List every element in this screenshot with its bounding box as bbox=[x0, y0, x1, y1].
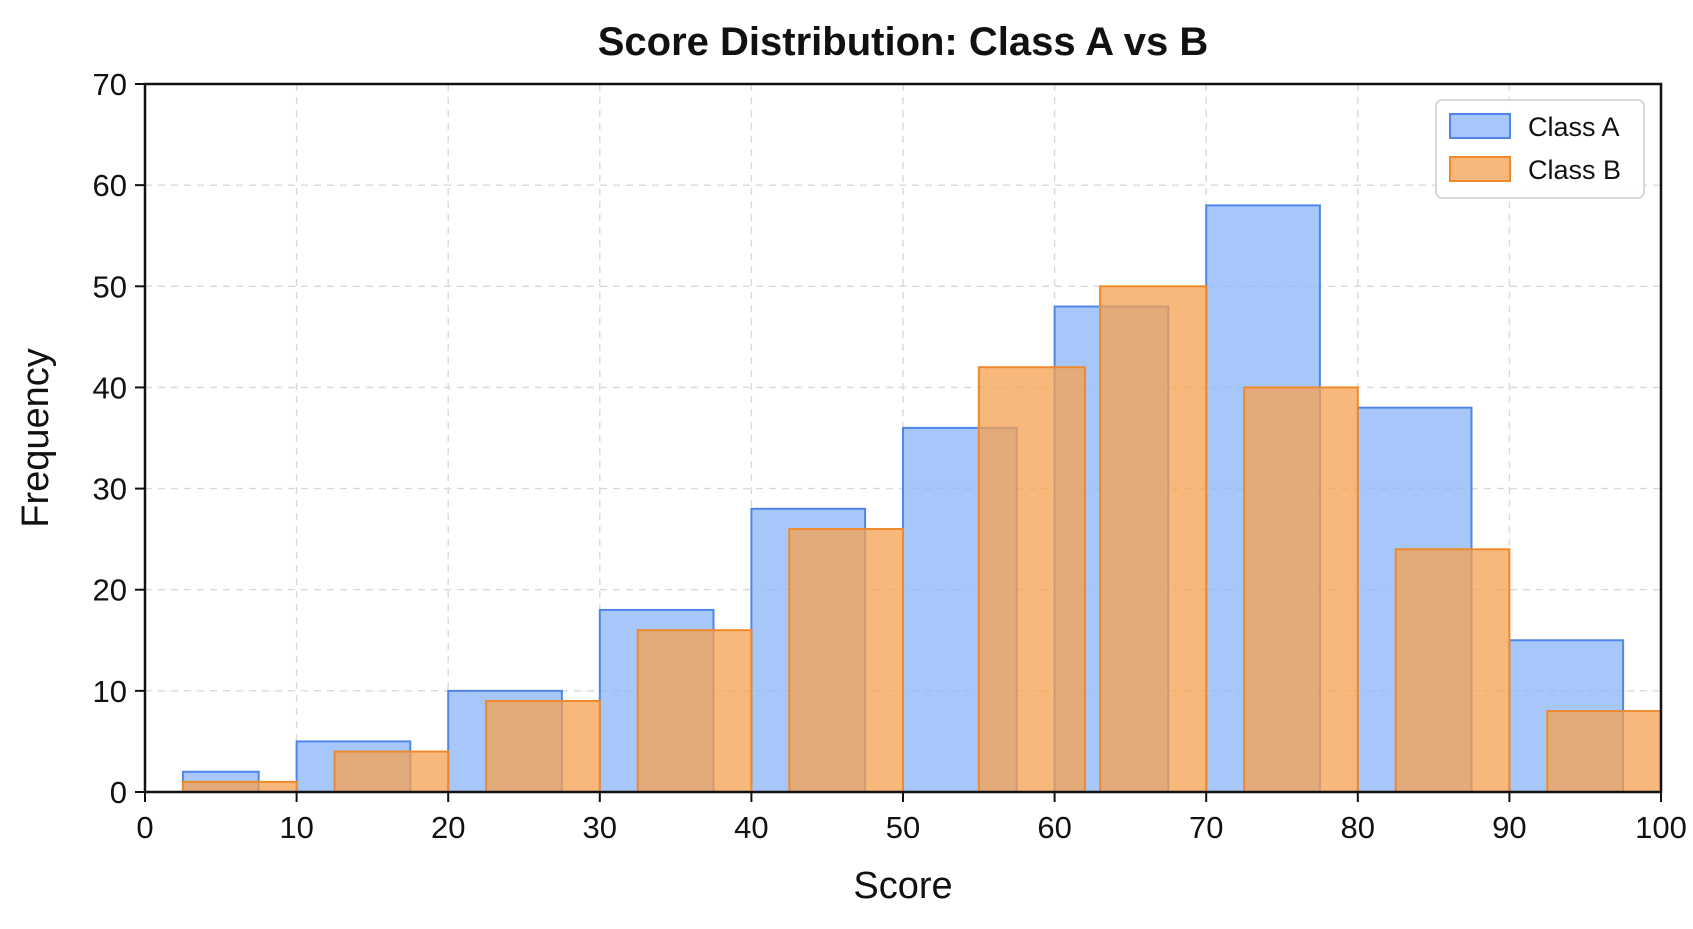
x-tick-label: 90 bbox=[1492, 810, 1526, 845]
bar-class-b bbox=[1099, 285, 1208, 793]
y-tick-label: 60 bbox=[93, 168, 127, 203]
x-axis-label: Score bbox=[853, 865, 952, 907]
chart-title: Score Distribution: Class A vs B bbox=[598, 20, 1209, 64]
x-tick-label: 40 bbox=[734, 810, 768, 845]
bar-class-b bbox=[636, 629, 753, 794]
x-tick-label: 60 bbox=[1037, 810, 1071, 845]
x-tick-label: 80 bbox=[1341, 810, 1375, 845]
bar-class-b bbox=[977, 366, 1086, 793]
x-tick-label: 30 bbox=[583, 810, 617, 845]
bars-layer bbox=[181, 204, 1663, 794]
legend-label: Class B bbox=[1528, 155, 1621, 185]
bar-class-b bbox=[181, 780, 298, 794]
bar-class-b bbox=[333, 750, 450, 793]
y-axis-label: Frequency bbox=[15, 348, 57, 528]
legend: Class A Class B bbox=[1435, 99, 1645, 199]
bar-class-b bbox=[1546, 710, 1663, 793]
x-tick-label: 20 bbox=[431, 810, 465, 845]
y-tick-label: 20 bbox=[93, 573, 127, 608]
bar-class-b bbox=[788, 528, 904, 793]
legend-label: Class A bbox=[1528, 112, 1620, 142]
y-tick-label: 30 bbox=[93, 472, 127, 507]
x-tick-label: 100 bbox=[1635, 810, 1687, 845]
bar-class-b bbox=[485, 699, 601, 794]
bar-class-b bbox=[1243, 386, 1359, 793]
legend-swatch bbox=[1449, 156, 1511, 182]
y-tick-label: 40 bbox=[93, 370, 127, 405]
bar-class-b bbox=[1394, 548, 1511, 793]
x-tick-label: 10 bbox=[279, 810, 313, 845]
y-tick-label: 70 bbox=[93, 67, 127, 102]
y-tick-label: 50 bbox=[93, 269, 127, 304]
y-tick-label: 10 bbox=[93, 674, 127, 709]
legend-swatch bbox=[1449, 113, 1511, 139]
x-tick-label: 0 bbox=[136, 810, 153, 845]
x-tick-label: 50 bbox=[886, 810, 920, 845]
ticks-layer: 0 10 20 30 40 50 60 70 80 90 100 0 10 20 30 40 50 60 70 bbox=[93, 67, 1687, 845]
y-tick-label: 0 bbox=[110, 775, 127, 810]
x-tick-label: 70 bbox=[1189, 810, 1223, 845]
